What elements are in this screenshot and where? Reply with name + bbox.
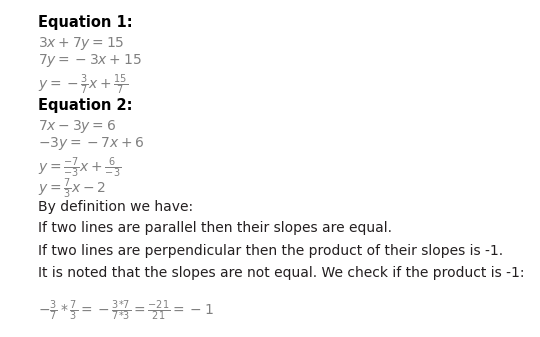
- Text: $7x - 3y = 6$: $7x - 3y = 6$: [38, 118, 116, 135]
- Text: Equation 2:: Equation 2:: [38, 98, 132, 113]
- Text: If two lines are perpendicular then the product of their slopes is -1.: If two lines are perpendicular then the …: [38, 244, 503, 258]
- Text: $-\frac{3}{7} * \frac{7}{3} = -\frac{3{*}7}{7{*}3} = \frac{-21}{21} = -1$: $-\frac{3}{7} * \frac{7}{3} = -\frac{3{*…: [38, 298, 214, 323]
- Text: It is noted that the slopes are not equal. We check if the product is -1:: It is noted that the slopes are not equa…: [38, 266, 524, 280]
- Text: $7y = -3x + 15$: $7y = -3x + 15$: [38, 52, 141, 69]
- Text: $y = -\frac{3}{7}x + \frac{15}{7}$: $y = -\frac{3}{7}x + \frac{15}{7}$: [38, 73, 128, 97]
- Text: $y = \frac{-7}{-3}x + \frac{6}{-3}$: $y = \frac{-7}{-3}x + \frac{6}{-3}$: [38, 156, 121, 180]
- Text: $y = \frac{7}{3}x - 2$: $y = \frac{7}{3}x - 2$: [38, 177, 106, 201]
- Text: If two lines are parallel then their slopes are equal.: If two lines are parallel then their slo…: [38, 221, 392, 236]
- Text: $-3y = -7x + 6$: $-3y = -7x + 6$: [38, 135, 145, 152]
- Text: By definition we have:: By definition we have:: [38, 200, 193, 214]
- Text: Equation 1:: Equation 1:: [38, 15, 132, 30]
- Text: $3x + 7y = 15$: $3x + 7y = 15$: [38, 35, 124, 52]
